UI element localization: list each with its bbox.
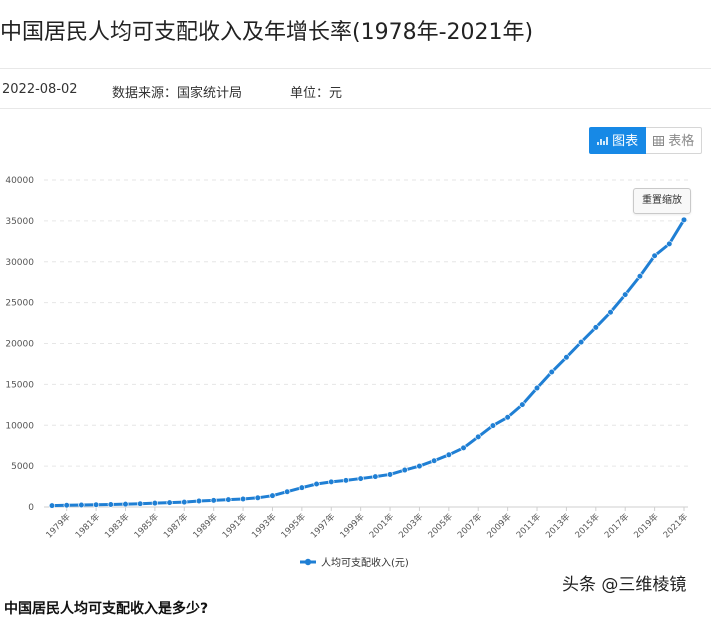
data-point — [386, 471, 394, 478]
data-point — [328, 478, 335, 486]
y-tick-label: 25000 — [5, 299, 34, 309]
data-point — [137, 500, 144, 507]
x-tick-label: 2015年 — [573, 511, 602, 540]
data-point — [504, 414, 511, 421]
data-point — [107, 501, 114, 508]
table-icon — [653, 134, 668, 149]
x-tick-label: 1987年 — [161, 511, 190, 540]
unit-label: 单位：元 — [290, 86, 343, 101]
x-tick-label: 2019年 — [632, 511, 661, 540]
data-point — [78, 501, 85, 509]
data-point — [342, 477, 350, 484]
data-point — [151, 499, 158, 507]
x-tick-label: 2021年 — [661, 511, 690, 540]
data-point — [460, 444, 467, 452]
x-tick-label: 1981年 — [73, 511, 102, 540]
watermark: 头条 @三维棱镜 — [562, 575, 687, 595]
x-tick-label: 2009年 — [485, 511, 514, 540]
data-point — [181, 499, 188, 506]
x-tick-label: 1989年 — [191, 511, 220, 540]
data-point — [636, 273, 644, 280]
tab-chart[interactable]: 图表 — [589, 127, 647, 154]
data-point — [533, 384, 541, 392]
data-point — [210, 497, 217, 504]
y-tick-label: 35000 — [5, 217, 34, 227]
data-point — [666, 240, 673, 247]
data-point — [680, 216, 688, 223]
data-point — [63, 502, 70, 509]
x-tick-label: 1999年 — [338, 511, 367, 540]
legend-label: 人均可支配收入(元) — [321, 556, 409, 569]
x-tick-label: 2001年 — [367, 511, 396, 540]
data-point — [48, 502, 56, 509]
data-point — [445, 451, 452, 458]
divider — [0, 108, 711, 109]
x-tick-label: 1979年 — [44, 511, 73, 540]
y-tick-label: 10000 — [5, 421, 34, 431]
reset-zoom-button[interactable]: 重置缩放 — [633, 188, 691, 214]
legend-swatch-dot — [304, 558, 312, 566]
data-point — [592, 324, 599, 331]
chart-icon — [597, 134, 612, 149]
data-point — [372, 473, 379, 480]
data-point — [357, 475, 364, 482]
data-point — [431, 457, 438, 464]
tab-table[interactable]: 表格 — [646, 127, 703, 154]
y-tick-label: 40000 — [5, 176, 34, 186]
x-tick-label: 2011年 — [514, 511, 543, 540]
x-tick-label: 1985年 — [132, 511, 161, 540]
y-tick-label: 30000 — [5, 258, 34, 268]
next-section-heading: 中国居民人均可支配收入是多少? — [4, 601, 209, 617]
data-point — [607, 309, 614, 316]
tab-chart-label: 图表 — [612, 134, 639, 149]
data-source: 数据来源：国家统计局 — [112, 86, 243, 101]
data-point — [416, 462, 423, 470]
data-point — [563, 354, 570, 361]
x-tick-label: 1991年 — [220, 511, 249, 540]
y-tick-label: 0 — [28, 503, 34, 513]
data-point — [489, 422, 497, 429]
x-tick-label: 1997年 — [308, 511, 337, 540]
publish-date: 2022-08-02 — [2, 82, 78, 97]
x-tick-label: 2003年 — [396, 511, 425, 540]
data-point — [475, 433, 482, 440]
data-point — [578, 339, 585, 346]
data-point — [225, 496, 232, 503]
x-tick-label: 2017年 — [602, 511, 631, 540]
series-line — [50, 218, 686, 508]
view-tabs: 图表 表格 — [589, 127, 703, 154]
x-tick-label: 2005年 — [426, 511, 455, 540]
data-point — [622, 291, 629, 298]
data-point — [254, 494, 261, 501]
x-tick-label: 1995年 — [279, 511, 308, 540]
data-point — [313, 480, 320, 488]
data-point — [284, 488, 291, 495]
data-point — [269, 492, 276, 499]
data-point — [651, 252, 658, 259]
data-point — [195, 497, 203, 505]
divider — [0, 68, 711, 69]
data-point — [122, 501, 129, 508]
data-point — [548, 368, 555, 376]
x-tick-label: 1983年 — [103, 511, 132, 540]
data-point — [298, 484, 305, 491]
data-point — [92, 501, 100, 508]
page-title: 中国居民人均可支配收入及年增长率(1978年-2021年) — [0, 20, 534, 45]
data-point — [401, 466, 408, 474]
data-point — [519, 401, 526, 408]
x-tick-label: 2013年 — [543, 511, 572, 540]
x-tick-label: 1993年 — [249, 511, 278, 540]
data-point — [239, 495, 247, 503]
income-line-chart: 0 5000 10000 15000 20000 25000 30000 35000 40000… — [5, 176, 690, 569]
y-tick-label: 20000 — [5, 340, 34, 350]
data-point — [166, 499, 173, 506]
y-tick-label: 15000 — [5, 380, 34, 390]
x-tick-label: 2007年 — [455, 511, 484, 540]
y-tick-label: 5000 — [11, 462, 34, 472]
tab-table-label: 表格 — [668, 134, 695, 149]
